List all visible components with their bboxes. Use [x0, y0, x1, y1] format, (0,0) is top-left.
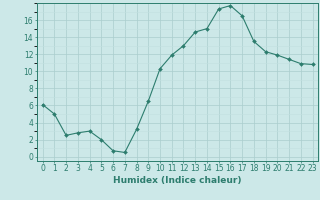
X-axis label: Humidex (Indice chaleur): Humidex (Indice chaleur)	[113, 176, 242, 185]
